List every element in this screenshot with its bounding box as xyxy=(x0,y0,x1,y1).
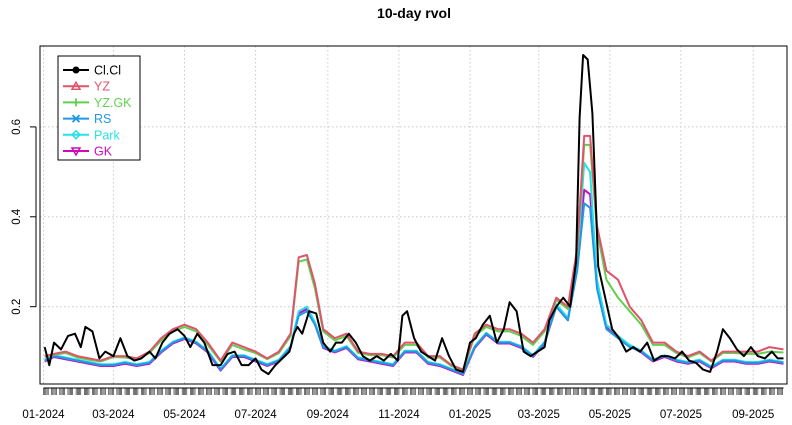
x-tick-label: 01-2025 xyxy=(449,409,491,421)
legend-marker-cross xyxy=(71,114,81,123)
axes: 01-2024 03-2024 05-2024 07-2024 09-2024 11-20… xyxy=(11,119,784,421)
x-tick-label: 03-2025 xyxy=(518,409,560,421)
legend-box xyxy=(57,55,141,161)
legend-label: RS xyxy=(94,112,111,126)
x-tick-label: 07-2025 xyxy=(660,409,702,421)
x-tick-label: 07-2024 xyxy=(234,409,277,421)
series-line-cl-cl xyxy=(43,54,784,376)
y-tick-label: 0.2 xyxy=(11,299,23,315)
y-tick-label: 0.6 xyxy=(11,119,23,135)
y-tick-label: 0.4 xyxy=(11,208,23,225)
chart-title: 10-day rvol xyxy=(377,5,451,21)
legend-marker-diamond xyxy=(70,129,82,140)
legend-label: YZ xyxy=(94,80,110,94)
series-line-rs xyxy=(44,202,784,376)
x-tick-label: 09-2025 xyxy=(732,409,774,421)
grid xyxy=(40,46,787,384)
x-tick-label: 05-2025 xyxy=(589,409,631,421)
x-tick-label: 05-2024 xyxy=(163,409,206,421)
legend-label: GK xyxy=(94,145,113,159)
x-tick-label: 03-2024 xyxy=(92,409,135,421)
legend-marker-triangle xyxy=(70,80,82,90)
legend-marker-plus xyxy=(72,98,80,107)
legend-marker-triangle-down xyxy=(70,147,82,157)
legend-label: Park xyxy=(94,128,120,142)
legend: Cl.Cl YZ YZ.GK RS Park GK xyxy=(57,55,141,161)
x-tick-label: 11-2024 xyxy=(378,409,420,421)
legend-label: YZ.GK xyxy=(94,96,132,110)
legend-label: Cl.Cl xyxy=(94,64,121,78)
legend-marker-circle xyxy=(72,66,80,74)
x-tick-label: 01-2024 xyxy=(22,409,65,421)
plot-frame xyxy=(39,45,788,385)
x-tick-label: 09-2024 xyxy=(307,409,350,421)
series-lines xyxy=(43,54,784,376)
